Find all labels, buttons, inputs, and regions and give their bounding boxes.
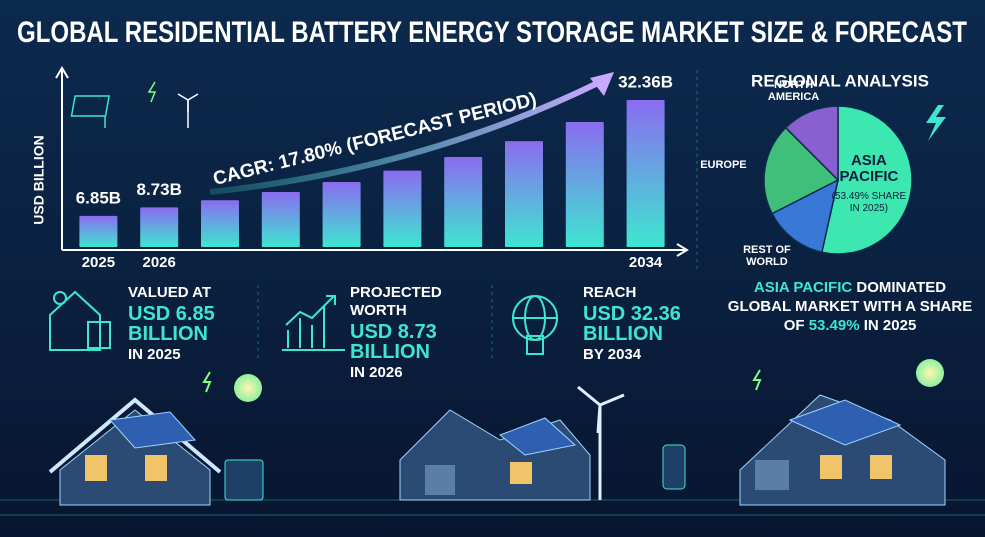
illustration	[752, 369, 762, 391]
stat-icon	[87, 321, 111, 349]
illustration	[108, 411, 197, 449]
bar	[79, 215, 118, 247]
stat-suffix: IN 2026	[350, 364, 403, 381]
illustration	[85, 455, 107, 481]
stat-icon	[49, 290, 101, 351]
solar-icon	[70, 95, 110, 117]
axis	[55, 66, 69, 250]
value-label: 8.73B	[137, 180, 182, 199]
axis	[62, 243, 689, 257]
bar	[201, 200, 239, 247]
illustration	[145, 455, 167, 481]
illustration	[820, 455, 842, 479]
bar	[444, 157, 483, 247]
solar-icon	[147, 81, 157, 103]
pie-label: ASIA PACIFIC	[839, 152, 899, 186]
pie-slice	[784, 105, 839, 182]
pie-label: EUROPE	[700, 158, 747, 171]
value-label: 32.36B	[618, 72, 673, 91]
illustration	[234, 374, 262, 402]
stat-icon	[53, 291, 67, 305]
illustration	[870, 455, 892, 479]
pie-slice	[820, 105, 913, 255]
bar	[505, 141, 543, 247]
x-tick-label: 2034	[629, 254, 663, 271]
illustration	[425, 465, 455, 495]
pie-label: NORTH AMERICA	[767, 79, 820, 104]
bar	[140, 207, 179, 247]
stat-suffix: BY 2034	[583, 346, 642, 363]
y-axis-label: USD BILLION	[31, 135, 47, 224]
stat-value: USD 8.73 BILLION	[350, 321, 437, 363]
pie-label: REST OF WORLD	[743, 243, 791, 268]
illustration	[499, 417, 577, 456]
stat: VALUED AT USD 6.85 BILLION IN 2025	[128, 284, 278, 364]
bar	[626, 99, 665, 247]
cagr-annotation: CAGR: 17.80% (FORECAST PERIOD)	[211, 89, 539, 190]
illustration	[577, 385, 625, 434]
summary-text: 53.49%	[808, 317, 860, 334]
cagr-arrow	[209, 79, 602, 195]
cagr-arrow	[590, 72, 614, 96]
axis	[55, 66, 689, 257]
stat-value: USD 6.85 BILLION	[128, 303, 215, 345]
illustration	[788, 399, 902, 446]
solar-icon	[70, 81, 199, 128]
illustration	[916, 359, 944, 387]
bar	[322, 182, 361, 247]
stat-label: VALUED AT	[128, 284, 212, 301]
summary-text: IN 2025	[863, 317, 917, 334]
pie-title: REGIONAL ANALYSIS	[751, 71, 929, 90]
x-tick-label: 2025	[82, 254, 115, 271]
illustration	[202, 371, 212, 393]
stat: PROJECTED WORTH USD 8.73 BILLION IN 2026	[350, 284, 500, 382]
stat-suffix: IN 2025	[128, 346, 181, 363]
x-tick-label: 2026	[143, 254, 176, 271]
illustration	[510, 462, 532, 484]
stat-icon	[282, 295, 345, 351]
bar	[565, 122, 604, 247]
illustration	[739, 394, 946, 506]
title: GLOBAL RESIDENTIAL BATTERY ENERGY STORAG…	[17, 16, 967, 49]
solar-icon	[177, 93, 199, 112]
stat-icon	[526, 335, 544, 355]
summary-text: DOMINATED GLOBAL MARKET WITH A SHARE OF	[727, 279, 973, 334]
bar	[383, 170, 422, 247]
summary: ASIA PACIFIC DOMINATED GLOBAL MARKET WIT…	[725, 278, 975, 335]
stat-icon	[49, 290, 558, 355]
illustration	[755, 460, 789, 490]
stat-label: PROJECTED WORTH	[350, 284, 442, 319]
pie-slice	[771, 178, 840, 254]
illustration	[0, 359, 985, 516]
stat: REACH USD 32.36 BILLION BY 2034	[583, 284, 733, 364]
value-label: 6.85B	[76, 188, 121, 207]
pie-annotation: (53.49% SHARE IN 2025)	[831, 191, 907, 215]
illustration	[224, 459, 264, 501]
summary-text: ASIA PACIFIC	[753, 279, 853, 296]
stat-label: REACH	[583, 284, 637, 301]
bar	[261, 192, 300, 247]
illustration	[48, 397, 222, 474]
bolt-icon	[926, 105, 946, 141]
stat-value: USD 32.36 BILLION	[583, 303, 681, 345]
pie-slice	[763, 126, 840, 215]
illustration	[662, 444, 686, 490]
